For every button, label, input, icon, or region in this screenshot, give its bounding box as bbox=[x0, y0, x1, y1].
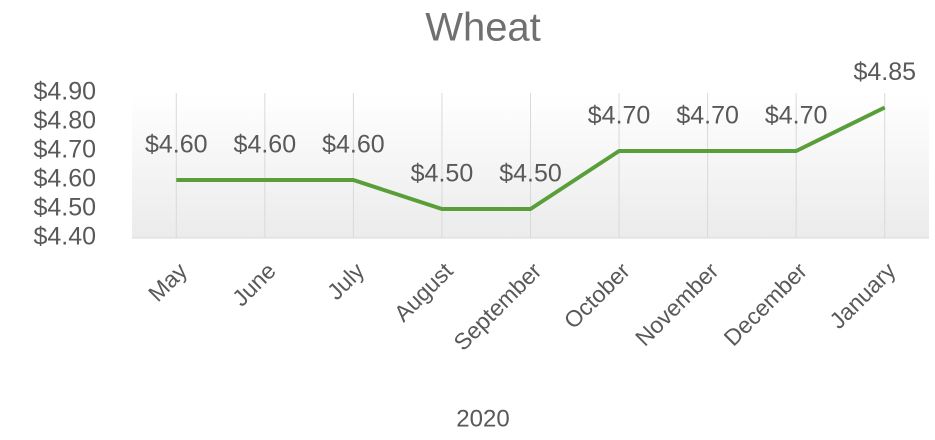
x-tick-label: October bbox=[559, 257, 635, 333]
y-tick-label: $4.80 bbox=[33, 107, 96, 135]
data-label: $4.60 bbox=[322, 131, 385, 159]
x-tick-label: August bbox=[389, 257, 458, 326]
data-label: $4.70 bbox=[765, 102, 828, 130]
line bbox=[176, 105, 886, 211]
x-tick-label: May bbox=[143, 257, 192, 306]
data-label: $4.70 bbox=[676, 102, 739, 130]
y-tick-label: $4.70 bbox=[33, 136, 96, 164]
y-tick-label: $4.40 bbox=[33, 223, 96, 251]
data-label: $4.85 bbox=[853, 58, 916, 86]
data-label: $4.60 bbox=[145, 131, 208, 159]
chart-title: Wheat bbox=[425, 6, 541, 50]
data-label: $4.50 bbox=[499, 160, 562, 188]
x-tick-label: December bbox=[719, 257, 813, 351]
y-tick-label: $4.90 bbox=[33, 78, 96, 106]
data-label: $4.60 bbox=[234, 131, 297, 159]
y-tick-label: $4.60 bbox=[33, 165, 96, 193]
x-axis-label: 2020 bbox=[456, 405, 509, 432]
data-label: $4.70 bbox=[588, 102, 651, 130]
x-tick-label: January bbox=[824, 257, 901, 334]
x-tick-label: November bbox=[630, 257, 724, 351]
y-tick-label: $4.50 bbox=[33, 194, 96, 222]
x-tick-label: June bbox=[227, 257, 281, 311]
x-tick-label: July bbox=[322, 257, 370, 305]
x-tick-label: September bbox=[448, 257, 546, 355]
data-label: $4.50 bbox=[411, 160, 474, 188]
